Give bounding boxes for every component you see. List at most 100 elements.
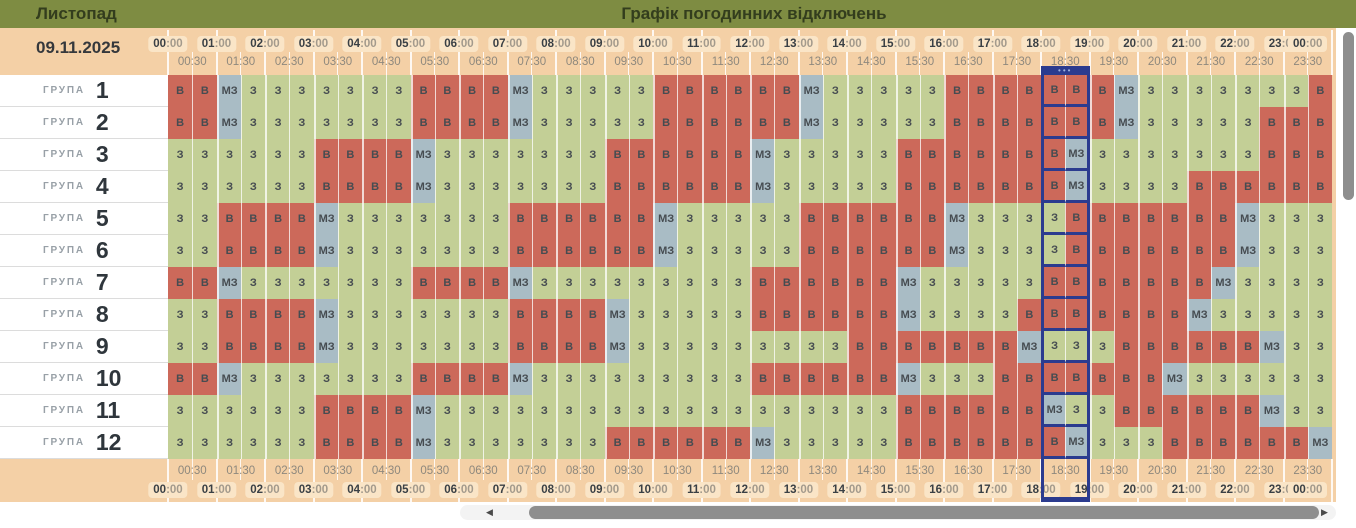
hour-label: 06:00 (439, 482, 479, 498)
schedule-cell: З (507, 427, 532, 459)
schedule-cell: З (677, 363, 702, 395)
schedule-cell: В (362, 427, 387, 459)
schedule-cell: В (1089, 363, 1114, 395)
schedule-cell: З (1186, 75, 1211, 107)
scroll-left-arrow-icon[interactable]: ◀ (486, 507, 493, 517)
schedule-cell: МЗ (1113, 75, 1138, 107)
schedule-cell: З (459, 139, 484, 171)
group-row-label: ГРУПА 11 (0, 395, 168, 427)
schedule-cell: В (919, 427, 944, 459)
hour-tick (894, 459, 897, 502)
schedule-cell: В (410, 107, 435, 139)
schedule-cell: В (1210, 235, 1235, 267)
schedule-cell: З (289, 107, 314, 139)
half-hour-tick (628, 459, 630, 480)
schedule-cell: МЗ (1186, 299, 1211, 331)
schedule-cell: В (1186, 235, 1211, 267)
half-hour-tick (919, 459, 921, 480)
hour-tick (1234, 30, 1236, 75)
hour-label: 22:00 (1215, 482, 1255, 498)
schedule-cell: З (677, 395, 702, 427)
schedule-cell: З (604, 363, 629, 395)
schedule-cell: З (289, 427, 314, 459)
schedule-cell: З (265, 107, 290, 139)
hour-tick (458, 459, 460, 502)
schedule-cell: В (1113, 331, 1138, 363)
schedule-cell: В (919, 235, 944, 267)
schedule-cell: З (774, 331, 799, 363)
horizontal-scrollbar-thumb[interactable] (529, 506, 1319, 519)
hour-label: 17:00 (972, 36, 1013, 52)
schedule-cell: З (895, 75, 920, 107)
schedule-cell: З (580, 107, 605, 139)
schedule-cell: МЗ (1016, 331, 1041, 363)
schedule-cell: В (1283, 171, 1308, 203)
schedule-cell: В (822, 363, 847, 395)
schedule-cell: З (1283, 331, 1308, 363)
schedule-cell: МЗ (216, 267, 241, 299)
schedule-cell: В (1016, 139, 1041, 171)
hour-tick (749, 30, 751, 75)
schedule-cell: МЗ (653, 235, 678, 267)
schedule-cell: В (265, 331, 290, 363)
half-hour-tick (482, 52, 484, 75)
schedule-cell: В (992, 427, 1017, 459)
half-hour-tick (385, 459, 387, 480)
schedule-cell: З (1089, 427, 1114, 459)
schedule-cell: З (556, 267, 581, 299)
schedule-cell: З (992, 235, 1017, 267)
schedule-cell: З (871, 171, 896, 203)
schedule-cell: В (1016, 395, 1041, 427)
schedule-cell: В (871, 267, 896, 299)
schedule-cell: В (750, 267, 775, 299)
hour-tick (991, 30, 994, 75)
schedule-cell: В (337, 171, 362, 203)
schedule-cell: З (337, 203, 362, 235)
schedule-cell: В (1138, 363, 1163, 395)
hour-tick (894, 30, 897, 75)
vertical-scrollbar-thumb[interactable] (1343, 32, 1354, 200)
group-row-label: ГРУПА 3 (0, 139, 168, 171)
half-hour-label: 14:30 (856, 465, 886, 477)
schedule-cell: В (1065, 75, 1090, 107)
schedule-cell: МЗ (1065, 139, 1090, 171)
scroll-right-arrow-icon[interactable]: ▶ (1321, 507, 1328, 517)
hour-label: 09:00 (584, 36, 625, 52)
half-hour-label: 05:30 (420, 56, 450, 68)
half-hour-label: 22:30 (1244, 465, 1274, 477)
schedule-cell: З (822, 75, 847, 107)
group-word: ГРУПА (43, 85, 85, 96)
half-hour-label: 10:30 (662, 465, 692, 477)
half-hour-tick (967, 52, 969, 75)
schedule-cell: З (483, 171, 508, 203)
schedule-cell: З (580, 267, 605, 299)
schedule-cell: В (1283, 427, 1308, 459)
schedule-cell: З (628, 75, 653, 107)
schedule-cell: В (992, 171, 1017, 203)
schedule-cell: В (386, 139, 411, 171)
schedule-cell: З (313, 75, 338, 107)
schedule-cell: МЗ (216, 107, 241, 139)
schedule-cell: В (410, 267, 435, 299)
half-hour-tick (725, 52, 727, 75)
half-hour-tick (967, 459, 969, 480)
schedule-cell: В (822, 235, 847, 267)
half-hour-tick (822, 459, 824, 480)
schedule-cell: В (725, 107, 750, 139)
half-hour-label: 07:30 (517, 56, 547, 68)
hour-tick (458, 30, 460, 75)
group-word: ГРУПА (43, 373, 85, 384)
schedule-cell: З (1138, 107, 1163, 139)
schedule-cell: З (992, 203, 1017, 235)
schedule-cell: В (556, 203, 581, 235)
hour-tick (749, 459, 751, 502)
schedule-cell: З (459, 299, 484, 331)
schedule-cell: З (1210, 363, 1235, 395)
half-hour-tick (870, 459, 872, 480)
schedule-cell: З (677, 267, 702, 299)
schedule-cell: З (822, 331, 847, 363)
schedule-cell: З (265, 139, 290, 171)
schedule-cell: В (313, 139, 338, 171)
schedule-cell: З (386, 235, 411, 267)
schedule-cell: З (434, 427, 459, 459)
